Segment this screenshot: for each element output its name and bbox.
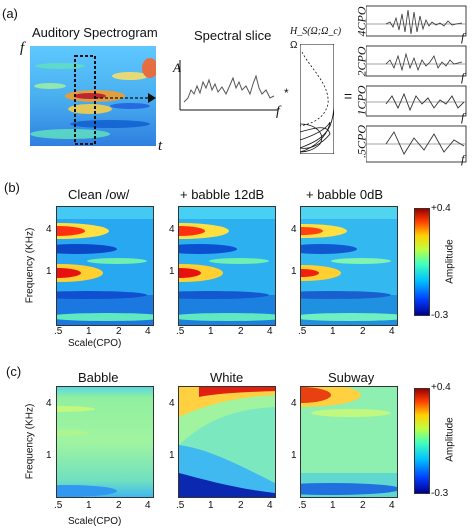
convolution-symbol: * (284, 86, 289, 100)
panel-b-xtick-b-4: 4 (267, 326, 273, 337)
panel-b-ytick-4-a: 4 (46, 224, 52, 235)
filter-bank-title: H_S(Ω;Ω_c) (290, 26, 341, 37)
panel-b-xtick-a-1: 1 (86, 326, 92, 337)
panel-b-label: (b) (4, 180, 20, 195)
panel-b-xtick-b-1: 1 (208, 326, 214, 337)
panel-c-ytick-4-b: 4 (169, 398, 175, 409)
equals-symbol: = (344, 88, 353, 104)
cpo-label-4: 4CPO (354, 6, 369, 37)
panel-c-colorbar-label: Amplitude (444, 417, 456, 462)
filter-omega-label: Ω (290, 40, 298, 51)
panel-c-colorbar-min: -0.3 (431, 488, 449, 499)
panel-c-title-3: Subway (328, 370, 375, 385)
filter-bank-plot (300, 44, 334, 154)
panel-b-ytick-4-b: 4 (169, 224, 175, 235)
spectrogram-t-axis-label: t (158, 138, 163, 154)
heatmap-noise-babble (56, 386, 154, 498)
spectral-slice-plot (179, 60, 278, 111)
cpo-output-plots (366, 5, 467, 163)
panel-b-title-3: + babble 0dB (306, 187, 383, 202)
panel-b-xlabel: Scale(CPO) (68, 338, 122, 349)
panel-b-ytick-1-b: 1 (169, 266, 175, 277)
panel-b-ylabel: Frequency (KHz) (24, 227, 36, 304)
panel-b-colorbar-min: -0.3 (431, 310, 449, 321)
heatmap-noise-subway (300, 386, 398, 498)
spectrogram-title: Auditory Spectrogram (32, 25, 158, 40)
heatmap-babble-0db (300, 206, 398, 326)
heatmap-babble-12db (178, 206, 276, 326)
heatmap-noise-white (178, 386, 276, 498)
panel-b-xtick-c-4: 4 (389, 326, 395, 337)
panel-b-title-2: + babble 12dB (180, 187, 265, 202)
panel-b-xtick-a-4: 4 (145, 326, 151, 337)
panel-c-xtick-b-4: 4 (267, 500, 273, 511)
panel-c-xtick-c-05: .5 (298, 500, 307, 511)
panel-c-xtick-c-2: 2 (360, 500, 366, 511)
panel-c-xtick-a-05: .5 (54, 500, 63, 511)
panel-c-ytick-1-a: 1 (46, 450, 52, 461)
panel-c-ytick-1-b: 1 (169, 450, 175, 461)
panel-c-xtick-a-4: 4 (145, 500, 151, 511)
panel-c-xtick-b-1: 1 (208, 500, 214, 511)
panel-b-xtick-c-1: 1 (330, 326, 336, 337)
panel-c-ytick-4-c: 4 (291, 398, 297, 409)
panel-c-xtick-b-05: .5 (176, 500, 185, 511)
panel-b-colorbar-label: Amplitude (444, 239, 456, 284)
cpo-f-label-1: f (461, 30, 465, 44)
cpo-f-label-3: f (461, 110, 465, 124)
panel-c-ytick-4-a: 4 (46, 398, 52, 409)
panel-c-colorbar-max: +0.4 (431, 382, 451, 393)
spectral-slice-x-label: f (276, 104, 280, 119)
panel-c-xtick-b-2: 2 (238, 500, 244, 511)
cpo-label-1: 1CPO (354, 85, 369, 116)
cpo-f-label-4: f (461, 152, 465, 166)
panel-b-xtick-b-05: .5 (176, 326, 185, 337)
panel-b-xtick-c-2: 2 (360, 326, 366, 337)
filter-bank-title-text: H_S(Ω;Ω_c) (290, 26, 342, 37)
cpo-f-label-2: f (461, 70, 465, 84)
cpo-label-05: .5CPO (354, 125, 369, 158)
spectrogram-f-axis-label: f (20, 40, 25, 56)
spectral-slice-title: Spectral slice (194, 28, 272, 43)
panel-b-xtick-c-05: .5 (298, 326, 307, 337)
panel-c-xtick-a-2: 2 (116, 500, 122, 511)
heatmap-clean (56, 206, 154, 326)
panel-b-ytick-1-a: 1 (46, 266, 52, 277)
panel-c-title-2: White (210, 370, 244, 385)
panel-c-ylabel: Frequency (KHz) (24, 403, 36, 480)
panel-c-xtick-a-1: 1 (86, 500, 92, 511)
panel-b-xtick-a-2: 2 (116, 326, 122, 337)
panel-c-title-1: Babble (78, 370, 119, 385)
panel-b-colorbar (414, 208, 430, 316)
panel-b-ytick-4-c: 4 (291, 224, 297, 235)
panel-b-ytick-1-c: 1 (291, 266, 297, 277)
spectral-slice-y-label: A (173, 60, 181, 75)
panel-c-ytick-1-c: 1 (291, 450, 297, 461)
panel-a-label: (a) (2, 6, 18, 21)
panel-c-label: (c) (6, 364, 22, 379)
panel-b-xtick-b-2: 2 (238, 326, 244, 337)
panel-c-colorbar (414, 388, 430, 494)
panel-c-xtick-c-4: 4 (389, 500, 395, 511)
cpo-label-2: 2CPO (354, 46, 369, 77)
panel-c-xtick-c-1: 1 (330, 500, 336, 511)
auditory-spectrogram (30, 46, 156, 146)
panel-b-title-1: Clean /ow/ (68, 187, 130, 202)
panel-c-xlabel: Scale(CPO) (68, 516, 122, 527)
panel-b-colorbar-max: +0.4 (431, 203, 451, 214)
panel-b-xtick-a-05: .5 (54, 326, 63, 337)
